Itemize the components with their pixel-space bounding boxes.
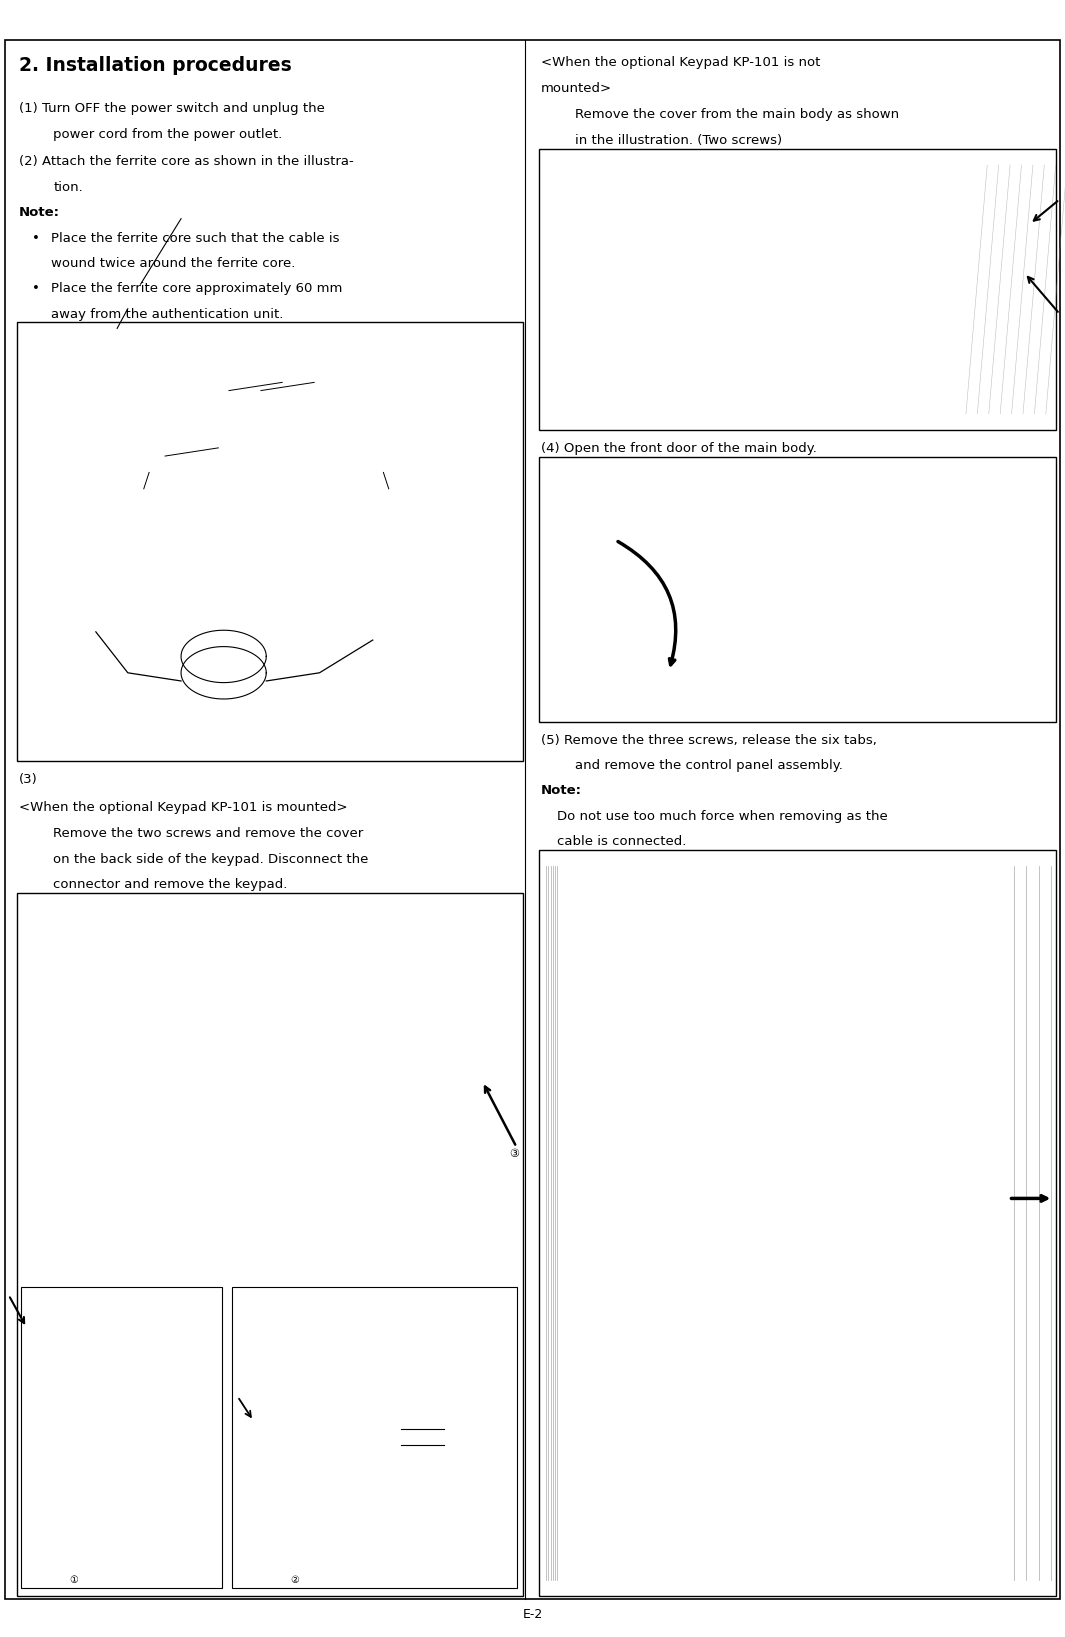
Text: and remove the control panel assembly.: and remove the control panel assembly. <box>575 760 843 773</box>
Bar <box>17 892 523 1596</box>
Bar <box>587 283 606 303</box>
Text: (4) Open the front door of the main body.: (4) Open the front door of the main body… <box>541 442 817 455</box>
Text: wound twice around the ferrite core.: wound twice around the ferrite core. <box>51 257 295 270</box>
Text: ②: ② <box>291 1575 299 1585</box>
Text: (3): (3) <box>19 773 38 786</box>
Bar <box>99 1100 114 1120</box>
Text: •: • <box>32 231 39 244</box>
Text: cable is connected.: cable is connected. <box>557 835 686 848</box>
Text: mounted>: mounted> <box>541 82 612 95</box>
Bar <box>557 532 637 598</box>
Text: away from the authentication unit.: away from the authentication unit. <box>51 308 283 321</box>
Text: <When the optional Keypad KP-101 is mounted>: <When the optional Keypad KP-101 is moun… <box>19 800 348 814</box>
Bar <box>618 283 637 303</box>
Text: power cord from the power outlet.: power cord from the power outlet. <box>53 128 282 141</box>
Bar <box>539 850 1056 1596</box>
Bar <box>17 322 523 761</box>
Bar <box>573 1174 600 1206</box>
Bar <box>772 1174 799 1206</box>
Bar <box>648 283 667 303</box>
Bar <box>749 532 829 598</box>
Text: Do not use too much force when removing as the: Do not use too much force when removing … <box>557 810 888 823</box>
Text: ③: ③ <box>509 1149 519 1159</box>
Text: (5) Remove the three screws, release the six tabs,: (5) Remove the three screws, release the… <box>541 733 876 746</box>
Text: ①: ① <box>69 1575 78 1585</box>
Bar <box>106 280 128 306</box>
Text: (1) Turn OFF the power switch and unplug the: (1) Turn OFF the power switch and unplug… <box>19 101 325 115</box>
Text: (2) Attach the ferrite core as shown in the illustra-: (2) Attach the ferrite core as shown in … <box>19 156 354 169</box>
Text: on the back side of the keypad. Disconnect the: on the back side of the keypad. Disconne… <box>53 853 368 866</box>
Text: Note:: Note: <box>541 784 581 797</box>
Text: Remove the cover from the main body as shown: Remove the cover from the main body as s… <box>575 108 899 121</box>
Text: in the illustration. (Two screws): in the illustration. (Two screws) <box>575 134 782 147</box>
Text: Note:: Note: <box>19 206 60 219</box>
Bar <box>971 1174 998 1206</box>
Text: 2. Installation procedures: 2. Installation procedures <box>19 56 292 75</box>
Text: tion.: tion. <box>53 180 83 193</box>
Bar <box>539 149 1056 431</box>
Bar <box>557 283 576 303</box>
Bar <box>35 1100 50 1120</box>
Text: Place the ferrite core such that the cable is: Place the ferrite core such that the cab… <box>51 231 340 244</box>
Text: E-2: E-2 <box>522 1608 543 1621</box>
Bar <box>672 1174 699 1206</box>
Bar <box>120 1100 135 1120</box>
Bar <box>845 532 924 598</box>
Polygon shape <box>562 874 1003 1572</box>
Text: <When the optional Keypad KP-101 is not: <When the optional Keypad KP-101 is not <box>541 56 820 69</box>
Bar <box>232 1287 517 1588</box>
Bar <box>653 532 733 598</box>
Text: Remove the two screws and remove the cover: Remove the two screws and remove the cov… <box>53 827 363 840</box>
Bar <box>78 1100 93 1120</box>
Text: Place the ferrite core approximately 60 mm: Place the ferrite core approximately 60 … <box>51 282 343 295</box>
Text: •: • <box>32 282 39 295</box>
Text: connector and remove the keypad.: connector and remove the keypad. <box>53 877 288 891</box>
Bar <box>56 1100 71 1120</box>
Bar <box>871 1174 898 1206</box>
Bar <box>21 1287 222 1588</box>
Bar <box>539 457 1056 722</box>
